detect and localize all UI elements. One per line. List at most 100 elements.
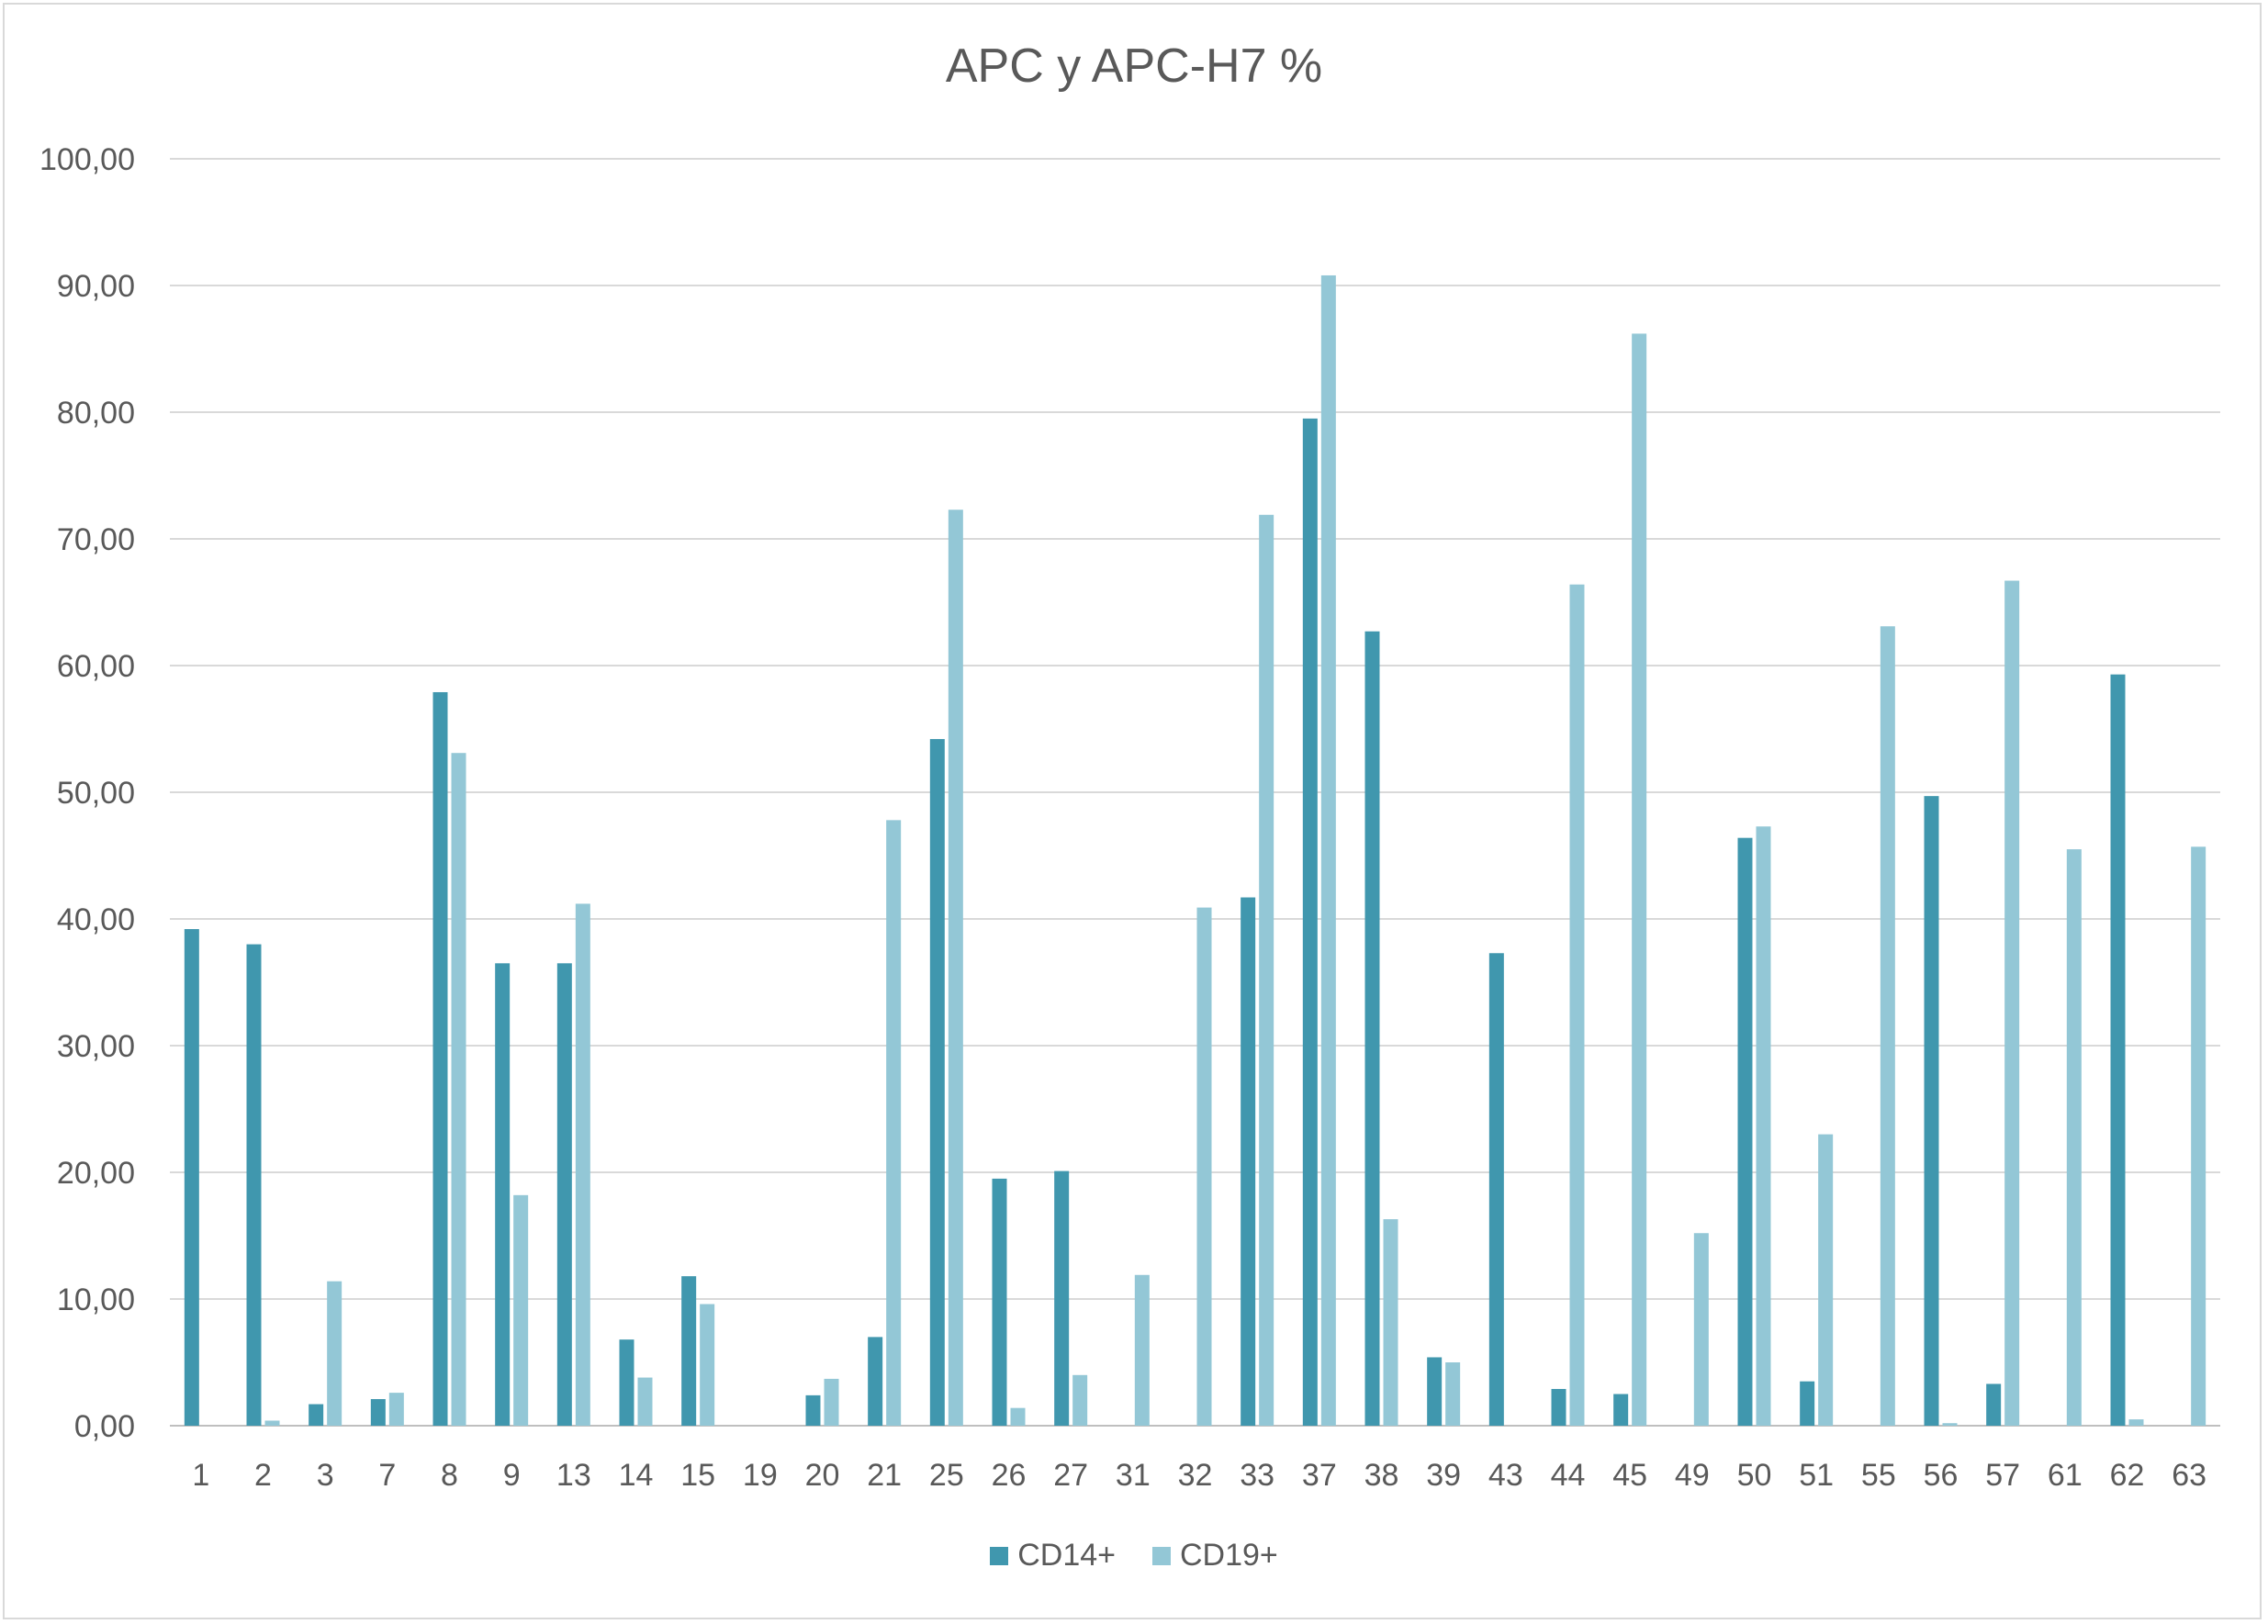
x-tick-label: 50: [1737, 1458, 1772, 1493]
legend-swatch-cd14: [990, 1546, 1009, 1565]
bar-cd14-9: [495, 963, 511, 1426]
y-tick-label: 30,00: [57, 1029, 135, 1064]
x-tick-label: 25: [929, 1458, 964, 1493]
bar-cd19-39: [1445, 1362, 1461, 1426]
x-tick-label: 3: [317, 1458, 334, 1493]
bar-cd19-37: [1320, 274, 1336, 1427]
bar-cd14-45: [1613, 1394, 1629, 1426]
bar-cd19-26: [1010, 1407, 1026, 1426]
x-tick-label: 43: [1488, 1458, 1523, 1493]
bar-cd14-13: [556, 963, 572, 1426]
bar-cd14-44: [1551, 1388, 1566, 1426]
x-tick-label: 21: [867, 1458, 902, 1493]
y-tick-label: 70,00: [57, 522, 135, 557]
y-tick-label: 80,00: [57, 396, 135, 431]
bar-cd19-3: [327, 1281, 342, 1426]
bar-cd19-44: [1569, 584, 1585, 1426]
bar-cd14-15: [681, 1276, 697, 1426]
bar-cd19-51: [1818, 1134, 1834, 1426]
legend-label-cd14: CD14+: [1017, 1538, 1116, 1573]
bar-cd14-21: [868, 1337, 883, 1426]
bar-cd19-21: [886, 820, 902, 1426]
bar-cd14-39: [1427, 1357, 1443, 1426]
bar-cd19-7: [388, 1393, 404, 1426]
x-tick-label: 45: [1612, 1458, 1647, 1493]
bar-cd19-9: [513, 1194, 529, 1426]
bar-cd14-27: [1054, 1170, 1070, 1426]
bar-cd14-7: [370, 1399, 386, 1426]
x-tick-label: 55: [1861, 1458, 1896, 1493]
bar-cd14-51: [1800, 1381, 1815, 1426]
x-tick-label: 15: [680, 1458, 715, 1493]
y-tick-label: 60,00: [57, 649, 135, 684]
bar-cd14-26: [992, 1178, 1007, 1426]
bar-cd19-27: [1072, 1374, 1088, 1426]
chart-title: APC y APC-H7 %: [945, 39, 1323, 93]
x-tick-label: 2: [254, 1458, 272, 1493]
y-tick-label: 90,00: [57, 269, 135, 304]
bar-cd19-25: [948, 510, 963, 1426]
x-tick-label: 61: [2048, 1458, 2083, 1493]
x-tick-label: 33: [1240, 1458, 1274, 1493]
bar-cd14-20: [805, 1394, 821, 1426]
bar-cd19-56: [1942, 1423, 1958, 1426]
x-tick-label: 39: [1426, 1458, 1461, 1493]
bar-cd14-50: [1737, 837, 1753, 1426]
bars: [184, 274, 2206, 1427]
legend-item-cd19: CD19+: [1152, 1538, 1278, 1574]
y-tick-label: 40,00: [57, 902, 135, 937]
x-tick-label: 31: [1116, 1458, 1151, 1493]
x-tick-label: 8: [441, 1458, 458, 1493]
bar-cd14-8: [432, 691, 448, 1426]
x-tick-label: 20: [805, 1458, 840, 1493]
bar-cd14-1: [184, 929, 199, 1426]
bar-cd19-61: [2066, 849, 2082, 1426]
x-tick-label: 63: [2172, 1458, 2206, 1493]
y-tick-label: 0,00: [74, 1409, 135, 1444]
bar-cd19-45: [1632, 333, 1647, 1427]
x-tick-label: 37: [1302, 1458, 1337, 1493]
gridlines: [170, 158, 2220, 1427]
bar-cd19-2: [264, 1420, 280, 1426]
bar-cd19-31: [1134, 1274, 1150, 1426]
x-tick-label: 27: [1053, 1458, 1088, 1493]
y-axis-ticks: 0,00 10,00 20,00 30,00 40,00 50,00 60,00 70,00 8…: [39, 142, 135, 1444]
bar-cd19-14: [637, 1377, 653, 1426]
bar-cd19-15: [700, 1304, 715, 1426]
legend-item-cd14: CD14+: [990, 1538, 1116, 1574]
bar-cd14-14: [619, 1339, 634, 1426]
x-tick-label: 19: [743, 1458, 778, 1493]
bar-cd19-57: [2004, 580, 2020, 1426]
y-tick-label: 50,00: [57, 776, 135, 811]
bar-cd19-55: [1880, 626, 1895, 1426]
bar-cd14-62: [2110, 674, 2126, 1426]
bar-cd19-32: [1196, 907, 1212, 1426]
bar-cd14-2: [246, 944, 262, 1426]
y-tick-label: 10,00: [57, 1282, 135, 1317]
bar-cd19-49: [1693, 1233, 1709, 1426]
x-tick-label: 26: [992, 1458, 1027, 1493]
x-tick-label: 44: [1551, 1458, 1586, 1493]
bar-cd19-8: [451, 753, 466, 1426]
y-tick-label: 100,00: [39, 142, 135, 177]
x-tick-label: 7: [378, 1458, 396, 1493]
bar-cd14-33: [1241, 897, 1256, 1426]
x-tick-label: 14: [619, 1458, 654, 1493]
bar-cd19-13: [575, 903, 590, 1426]
bar-cd19-62: [2128, 1419, 2144, 1426]
bar-cd19-20: [824, 1378, 839, 1426]
x-tick-label: 49: [1675, 1458, 1710, 1493]
x-tick-label: 9: [503, 1458, 521, 1493]
bar-cd19-50: [1756, 826, 1771, 1426]
x-tick-label: 32: [1178, 1458, 1213, 1493]
x-tick-label: 13: [556, 1458, 591, 1493]
legend-label-cd19: CD19+: [1180, 1538, 1278, 1573]
bar-cd19-33: [1259, 514, 1274, 1426]
bar-cd19-63: [2191, 846, 2206, 1426]
bar-cd14-57: [1986, 1383, 2002, 1426]
x-tick-label: 56: [1924, 1458, 1959, 1493]
bar-cd14-3: [309, 1404, 324, 1426]
x-axis-ticks: 1 2 3 7 8 9 13 14 15 19 20 21 25 26 27 31 32 33 37 38 39 43 44…: [192, 1458, 2206, 1493]
x-tick-label: 1: [192, 1458, 209, 1493]
